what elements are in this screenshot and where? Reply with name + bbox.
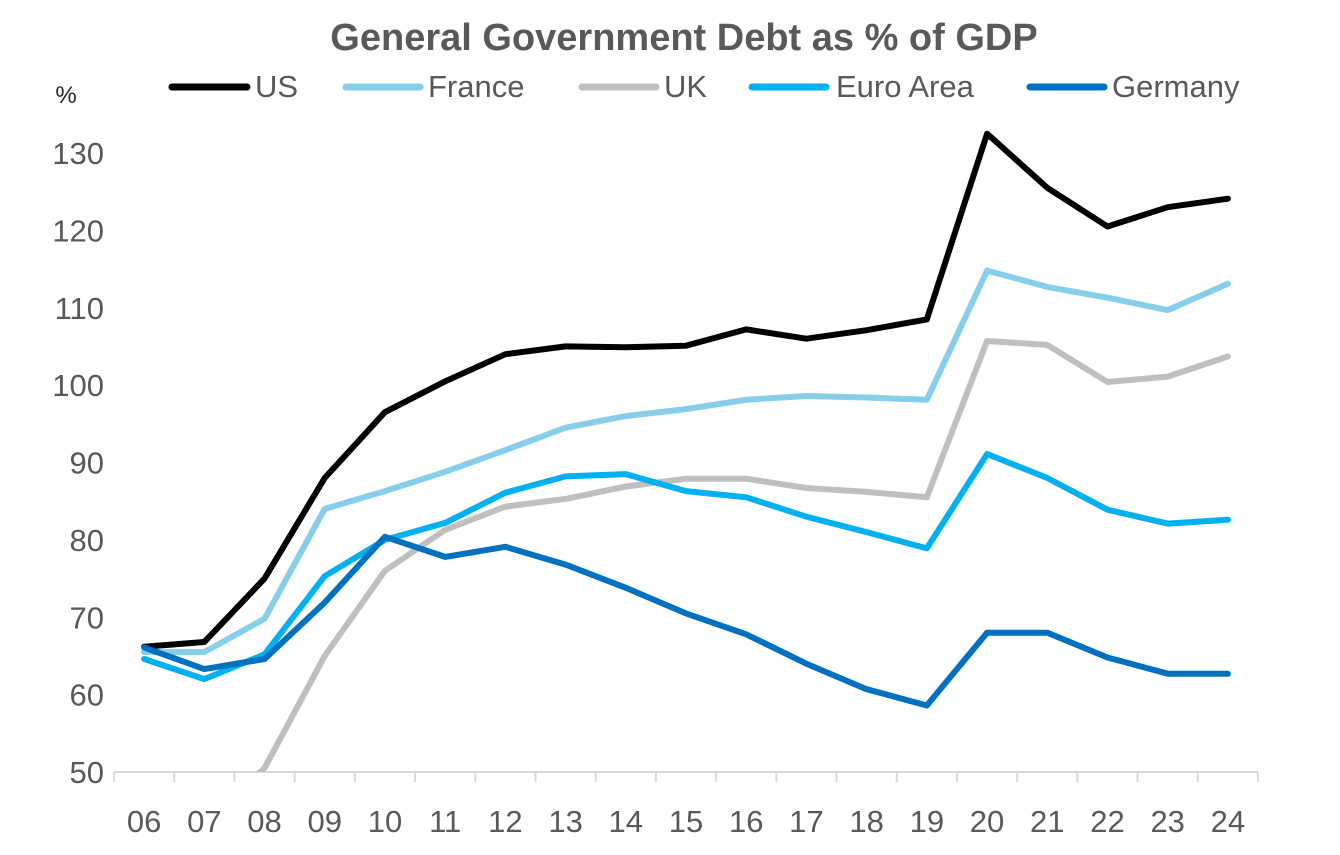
legend-item-uk: UK xyxy=(578,69,707,104)
series-line-us xyxy=(141,130,1231,650)
x-tick-label: 07 xyxy=(187,804,221,839)
x-tick-label: 13 xyxy=(548,804,582,839)
x-axis: 06 07 08 09 10 11 12 13 14 15 16 17 18 19 20 21 22 23 24 xyxy=(113,771,1259,839)
y-tick-label: 120 xyxy=(52,213,104,248)
x-tick-label: 10 xyxy=(368,804,402,839)
legend: US France UK Euro Area Germany xyxy=(168,69,1240,104)
x-tick-label: 09 xyxy=(307,804,341,839)
series-line-euro-area xyxy=(141,451,1231,683)
x-tick-label: 23 xyxy=(1150,804,1184,839)
legend-label: France xyxy=(428,69,524,104)
series-lines xyxy=(141,130,1231,772)
series-line-france xyxy=(141,267,1231,656)
y-axis-unit-label: % xyxy=(55,82,76,109)
x-tick-label: 17 xyxy=(789,804,823,839)
legend-label: Euro Area xyxy=(836,69,975,104)
y-tick-label: 130 xyxy=(52,136,104,171)
series-line-uk xyxy=(255,338,1231,772)
x-tick-label: 22 xyxy=(1090,804,1124,839)
y-axis: 50 60 70 80 90 100 110 120 130 xyxy=(52,136,104,790)
x-tick-label: 06 xyxy=(127,804,161,839)
x-tick-label: 11 xyxy=(429,804,461,839)
y-tick-label: 50 xyxy=(70,755,104,790)
legend-label: Germany xyxy=(1112,69,1240,104)
x-tick-label: 14 xyxy=(609,804,643,839)
y-tick-label: 80 xyxy=(70,523,104,558)
x-tick-label: 16 xyxy=(729,804,763,839)
legend-label: US xyxy=(255,69,298,104)
x-tick-label: 08 xyxy=(247,804,281,839)
y-tick-label: 110 xyxy=(55,291,104,326)
legend-item-germany: Germany xyxy=(1026,69,1240,104)
legend-label: UK xyxy=(664,69,707,104)
x-tick-label: 12 xyxy=(488,804,522,839)
y-tick-label: 70 xyxy=(70,600,104,635)
x-tick-label: 24 xyxy=(1211,804,1245,839)
legend-item-france: France xyxy=(342,69,524,104)
y-tick-label: 100 xyxy=(52,368,104,403)
chart-title: General Government Debt as % of GDP xyxy=(330,17,1037,59)
x-tick-label: 21 xyxy=(1030,804,1064,839)
x-tick-label: 18 xyxy=(849,804,883,839)
x-tick-label: 20 xyxy=(970,804,1004,839)
series-line-germany xyxy=(141,533,1231,709)
y-tick-label: 60 xyxy=(70,678,104,713)
x-tick-label: 15 xyxy=(669,804,703,839)
x-tick-label: 19 xyxy=(910,804,944,839)
legend-item-euro-area: Euro Area xyxy=(748,69,975,104)
y-tick-label: 90 xyxy=(70,446,104,481)
legend-item-us: US xyxy=(168,69,298,104)
